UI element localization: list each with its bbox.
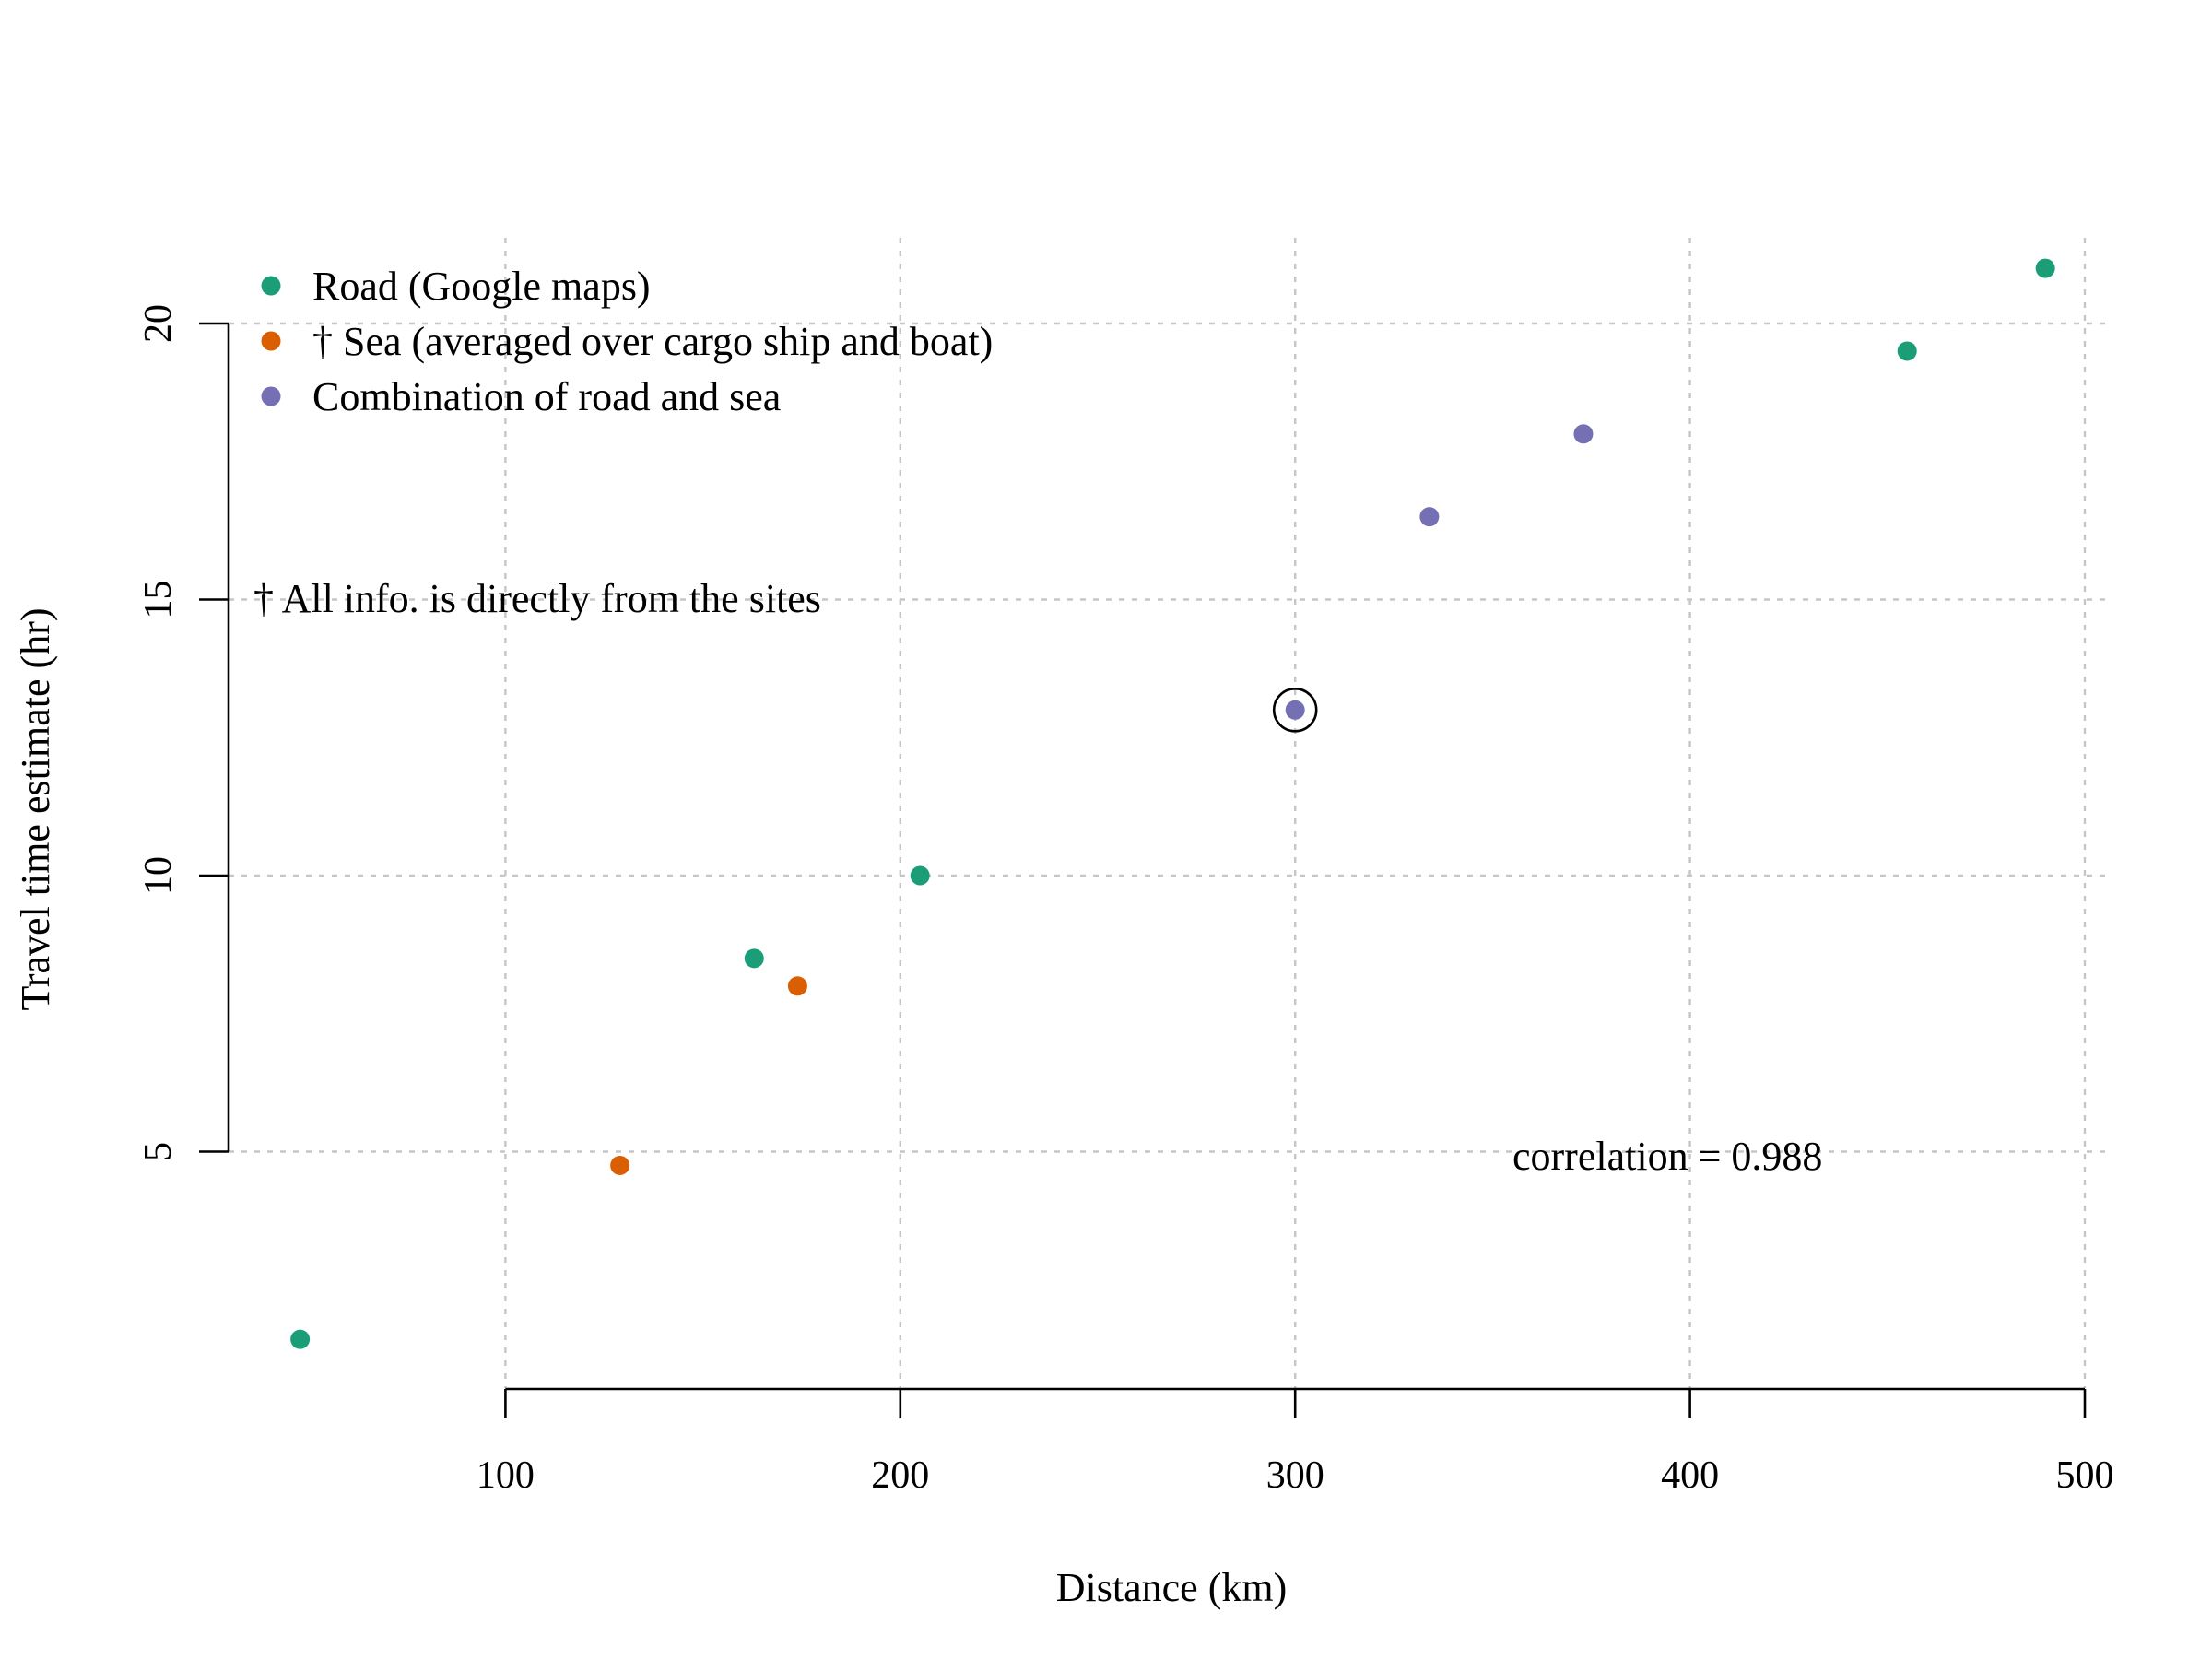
legend-marker bbox=[261, 331, 281, 351]
grid bbox=[229, 238, 2111, 1388]
highlight-ring bbox=[1272, 687, 1318, 733]
x-tick-label: 500 bbox=[2056, 1454, 2114, 1497]
data-points bbox=[290, 258, 2055, 1349]
legend-label: Combination of road and sea bbox=[312, 374, 781, 419]
x-axis-title: Distance (km) bbox=[1056, 1565, 1287, 1610]
legend-marker bbox=[261, 276, 281, 296]
data-point bbox=[290, 1329, 311, 1349]
correlation-annotation: correlation = 0.988 bbox=[1512, 1134, 1822, 1179]
footnote-annotation: † All info. is directly from the sites bbox=[253, 576, 821, 621]
x-tick-label: 200 bbox=[871, 1454, 929, 1497]
y-tick-label: 20 bbox=[137, 304, 180, 343]
y-tick-label: 10 bbox=[137, 856, 180, 895]
data-point bbox=[1285, 700, 1305, 720]
data-point bbox=[610, 1155, 630, 1175]
legend: Road (Google maps) † Sea (averaged over c… bbox=[261, 264, 993, 419]
y-axis-title: Travel time estimate (hr) bbox=[13, 607, 58, 1010]
y-tick-label: 5 bbox=[137, 1142, 180, 1161]
data-point bbox=[2035, 258, 2055, 278]
y-tick-label: 15 bbox=[137, 581, 180, 619]
data-point bbox=[1897, 341, 1917, 361]
x-tick-label: 100 bbox=[477, 1454, 535, 1497]
axes: 100 200 300 400 500 5 10 15 20 bbox=[137, 304, 2114, 1497]
legend-label: Road (Google maps) bbox=[312, 264, 651, 309]
data-point bbox=[1419, 507, 1440, 527]
legend-marker bbox=[261, 386, 281, 406]
data-point bbox=[787, 976, 807, 996]
x-tick-label: 300 bbox=[1266, 1454, 1324, 1497]
data-point bbox=[910, 865, 930, 886]
legend-label: † Sea (averaged over cargo ship and boat… bbox=[312, 319, 993, 364]
x-tick-label: 400 bbox=[1661, 1454, 1719, 1497]
data-point bbox=[1573, 424, 1594, 444]
data-point bbox=[744, 948, 764, 969]
